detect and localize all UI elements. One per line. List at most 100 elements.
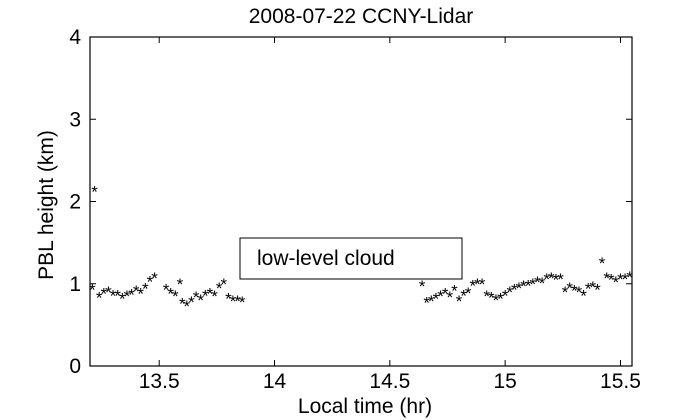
data-point: * bbox=[428, 292, 435, 311]
data-point: * bbox=[163, 281, 170, 300]
data-point: * bbox=[184, 297, 191, 316]
data-point: * bbox=[197, 291, 204, 310]
data-point: * bbox=[543, 270, 550, 289]
data-point: * bbox=[128, 285, 135, 304]
data-point: * bbox=[172, 287, 179, 306]
data-point: * bbox=[483, 287, 490, 306]
data-point: * bbox=[534, 273, 541, 292]
data-point: * bbox=[603, 269, 610, 288]
data-point: * bbox=[613, 273, 620, 292]
data-point: * bbox=[488, 289, 495, 308]
data-point: * bbox=[617, 270, 624, 289]
data-point: * bbox=[493, 291, 500, 310]
data-point: * bbox=[142, 280, 149, 299]
data-point: * bbox=[193, 288, 200, 307]
data-point: * bbox=[177, 275, 184, 294]
data-point: * bbox=[101, 285, 108, 304]
data-point: * bbox=[470, 276, 477, 295]
data-point: * bbox=[562, 283, 569, 302]
y-tick-label: 3 bbox=[69, 108, 81, 131]
plot-frame bbox=[89, 36, 633, 367]
data-point: * bbox=[89, 281, 96, 300]
data-point: * bbox=[497, 290, 504, 309]
data-point: * bbox=[188, 293, 195, 312]
data-point: * bbox=[566, 279, 573, 298]
x-tick-label: 13.5 bbox=[139, 370, 180, 393]
x-tick-label: 15 bbox=[493, 370, 516, 393]
data-point: * bbox=[608, 271, 615, 290]
x-tick-label: 15.5 bbox=[600, 370, 641, 393]
data-point: * bbox=[137, 285, 144, 304]
data-point: * bbox=[548, 269, 555, 288]
y-axis-title: PBL height (km) bbox=[35, 130, 58, 280]
data-point: * bbox=[456, 292, 463, 311]
data-point: * bbox=[460, 286, 467, 305]
data-point: * bbox=[626, 268, 633, 287]
data-point: * bbox=[580, 286, 587, 305]
data-point: * bbox=[124, 287, 131, 306]
data-point: * bbox=[599, 254, 606, 273]
data-point: * bbox=[589, 278, 596, 297]
data-point: * bbox=[114, 286, 121, 305]
data-point: * bbox=[530, 275, 537, 294]
y-tick-label: 0 bbox=[69, 355, 81, 378]
data-point: * bbox=[622, 270, 629, 289]
data-point: * bbox=[230, 292, 237, 311]
data-point: * bbox=[516, 279, 523, 298]
chart-title: 2008-07-22 CCNY-Lidar bbox=[249, 5, 474, 28]
y-tick-label: 4 bbox=[69, 26, 81, 49]
data-point: * bbox=[594, 281, 601, 300]
data-point: * bbox=[451, 281, 458, 300]
data-point: * bbox=[571, 281, 578, 300]
data-point: * bbox=[465, 284, 472, 303]
y-tick-label: 1 bbox=[69, 273, 81, 296]
data-point: * bbox=[225, 290, 232, 309]
data-point: * bbox=[502, 286, 509, 305]
x-axis-title: Local time (hr) bbox=[298, 395, 432, 418]
data-point: * bbox=[433, 290, 440, 309]
data-point: * bbox=[216, 279, 223, 298]
data-point: * bbox=[207, 285, 214, 304]
data-point: * bbox=[576, 283, 583, 302]
data-point: * bbox=[147, 272, 154, 291]
data-point: * bbox=[506, 283, 513, 302]
annotation-label: low-level cloud bbox=[257, 247, 395, 270]
x-axis-ticks: 13.5 14 14.5 15 15.5 bbox=[139, 37, 641, 393]
data-point: * bbox=[423, 294, 430, 313]
data-point: * bbox=[419, 277, 426, 296]
data-point: * bbox=[539, 274, 546, 293]
data-point: * bbox=[211, 287, 218, 306]
x-tick-label: 14 bbox=[263, 370, 287, 393]
y-tick-label: 2 bbox=[69, 191, 81, 214]
data-point: * bbox=[234, 292, 241, 311]
data-point: * bbox=[446, 288, 453, 307]
data-point: * bbox=[220, 275, 227, 294]
data-point: * bbox=[437, 287, 444, 306]
data-point: * bbox=[202, 286, 209, 305]
data-point: * bbox=[96, 289, 103, 308]
data-point: * bbox=[557, 270, 564, 289]
data-point: * bbox=[442, 285, 449, 304]
data-point: * bbox=[91, 183, 98, 202]
data-point: * bbox=[119, 290, 126, 309]
y-axis-ticks: 0 1 2 3 4 bbox=[69, 26, 632, 378]
data-point: * bbox=[474, 275, 481, 294]
annotation-frame bbox=[239, 237, 463, 280]
annotation-box: low-level cloud bbox=[239, 237, 463, 280]
data-point: * bbox=[479, 275, 486, 294]
data-point: * bbox=[525, 276, 532, 295]
data-point: * bbox=[520, 277, 527, 296]
data-point: * bbox=[553, 271, 560, 290]
data-point: * bbox=[585, 280, 592, 299]
data-point: * bbox=[133, 282, 140, 301]
data-point: * bbox=[511, 281, 518, 300]
data-point: * bbox=[110, 286, 117, 305]
data-points: ****************************************… bbox=[89, 183, 633, 316]
data-point: * bbox=[239, 293, 246, 312]
x-tick-label: 14.5 bbox=[369, 370, 410, 393]
data-point: * bbox=[105, 283, 112, 302]
data-point: * bbox=[179, 294, 186, 313]
data-point: * bbox=[151, 269, 158, 288]
